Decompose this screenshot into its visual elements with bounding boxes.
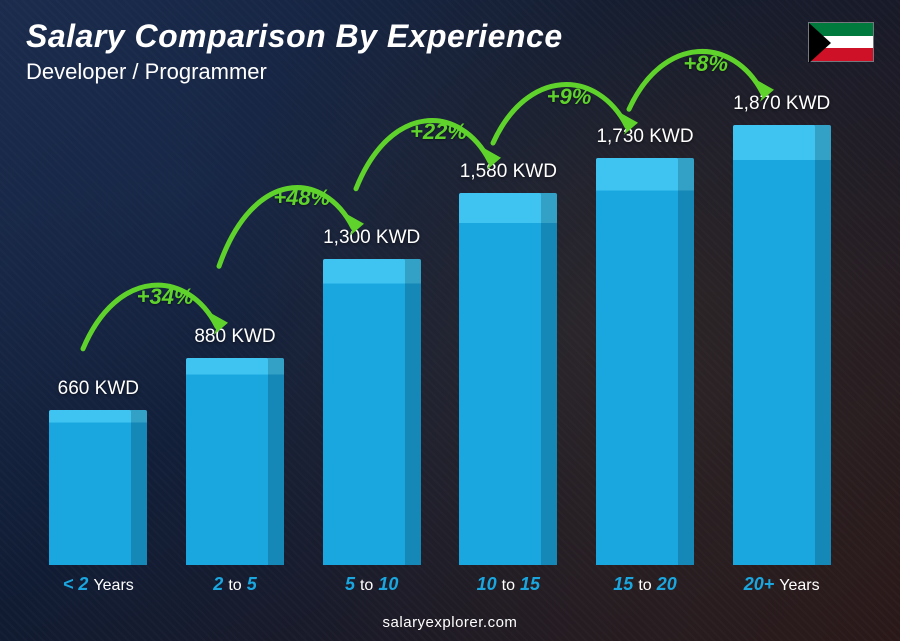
bar-category-label: 15 to 20 [613,574,676,595]
bar-category-label: < 2 Years [63,574,134,595]
footer-brand: salaryexplorer.com [0,614,900,631]
infographic-canvas: Salary Comparison By Experience Develope… [0,0,900,641]
bar-chart: 660 KWD< 2 Years880 KWD2 to 51,300 KWD5 … [30,85,850,595]
bar-category-label: 2 to 5 [213,574,256,595]
growth-badge: +8% [683,51,728,77]
bar-slot: 1,870 KWD20+ Years [713,93,850,565]
bar [186,358,284,565]
bar-slot: 1,580 KWD10 to 15 [440,161,577,565]
flag-triangle [809,23,831,63]
growth-badge: +48% [273,185,330,211]
chart-subtitle: Developer / Programmer [26,59,563,85]
bar-slot: 660 KWD< 2 Years [30,378,167,565]
bar [733,125,831,565]
bar [49,410,147,565]
title-block: Salary Comparison By Experience Develope… [26,18,563,85]
growth-badge: +22% [410,119,467,145]
bar-category-label: 5 to 10 [345,574,398,595]
growth-arrow-icon [623,33,783,153]
bar-slot: 1,730 KWD15 to 20 [577,126,714,565]
bar-category-label: 20+ Years [744,574,820,595]
bar [459,193,557,565]
bar [596,158,694,565]
bar-category-label: 10 to 15 [477,574,540,595]
chart-title: Salary Comparison By Experience [26,18,563,55]
growth-badge: +34% [137,284,194,310]
bar [323,259,421,565]
growth-badge: +9% [547,84,592,110]
kuwait-flag-icon [808,22,874,62]
